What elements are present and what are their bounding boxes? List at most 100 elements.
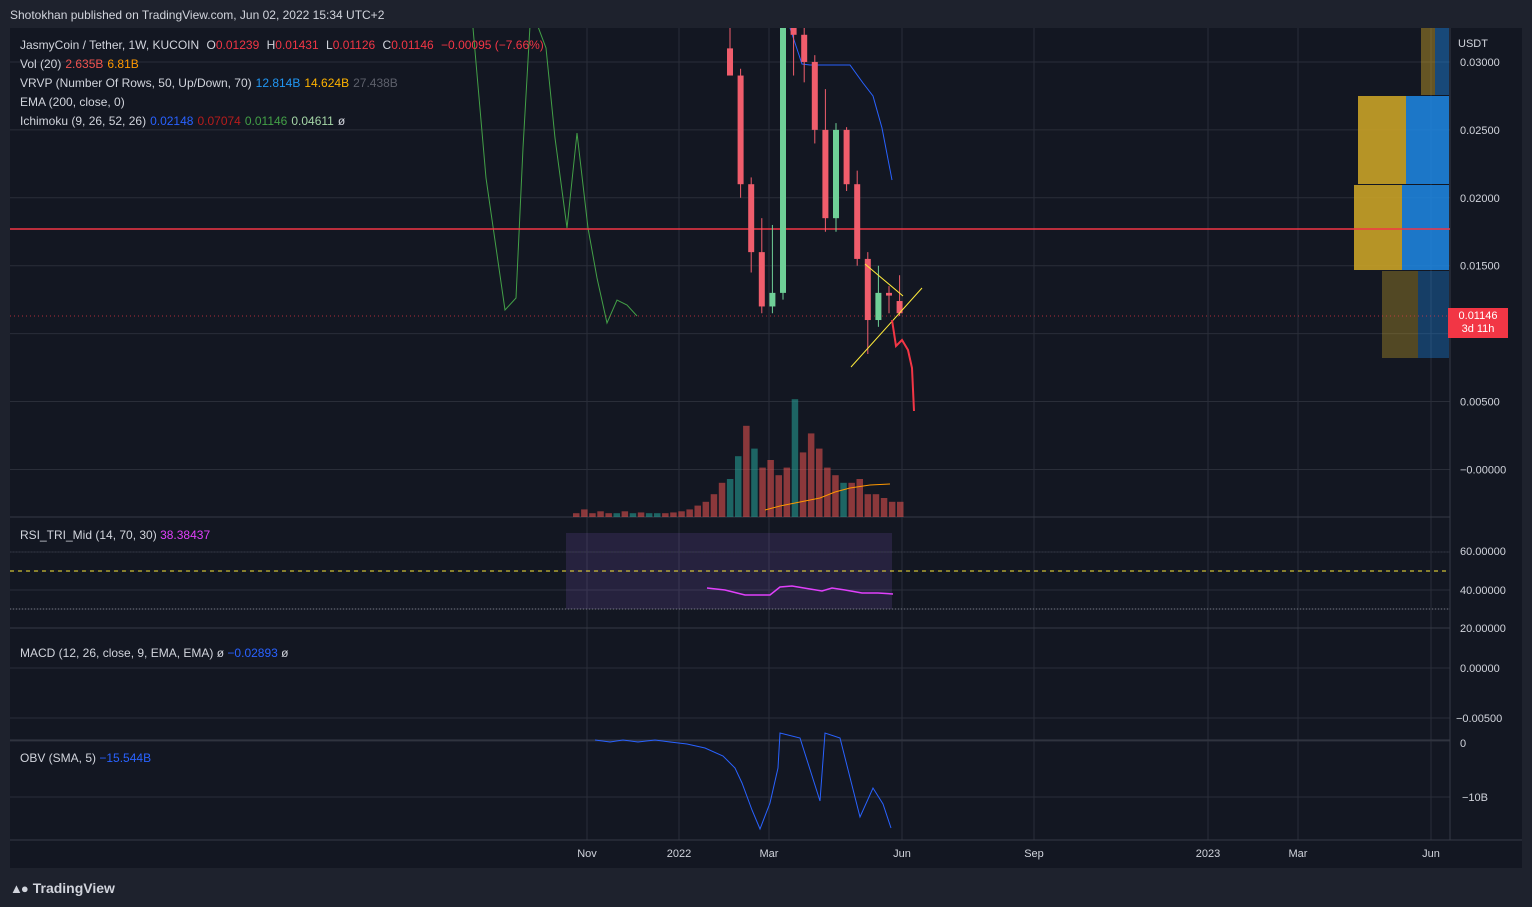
volume-bars bbox=[573, 399, 904, 517]
volume-bar bbox=[718, 482, 726, 517]
volume-bar bbox=[848, 482, 855, 517]
time-tick-label: Sep bbox=[1024, 848, 1044, 860]
volume-bar bbox=[856, 479, 863, 517]
price-tick-label: 0.00500 bbox=[1460, 397, 1500, 409]
volume-bar bbox=[710, 494, 718, 517]
candle bbox=[864, 252, 871, 354]
obv-legend: OBV (SMA, 5) −15.544B bbox=[20, 751, 152, 765]
ichimoku-line bbox=[789, 28, 893, 181]
volume-bar bbox=[775, 475, 782, 517]
volume-bar bbox=[637, 512, 645, 517]
obv-axis: 0 −10B bbox=[1460, 738, 1488, 804]
volume-bar bbox=[581, 509, 588, 517]
volume-bar bbox=[824, 467, 831, 517]
volume-bar bbox=[694, 505, 701, 517]
candle bbox=[748, 177, 755, 273]
svg-text:0.00000: 0.00000 bbox=[1460, 663, 1500, 675]
candle bbox=[822, 89, 829, 232]
price-tick-label: −0.00000 bbox=[1460, 464, 1506, 476]
volume-profile bbox=[1354, 28, 1449, 358]
volume-bar bbox=[629, 513, 637, 517]
candle bbox=[727, 28, 733, 76]
volume-bar bbox=[621, 511, 629, 517]
axis-unit: USDT bbox=[1458, 38, 1488, 50]
volume-bar bbox=[613, 513, 620, 517]
svg-text:0: 0 bbox=[1460, 738, 1466, 750]
candle bbox=[758, 218, 765, 314]
svg-text:40.00000: 40.00000 bbox=[1460, 585, 1506, 597]
candle bbox=[843, 127, 850, 191]
projection-path bbox=[891, 319, 915, 412]
time-tick-label: Mar bbox=[1289, 848, 1308, 860]
volume-bar bbox=[799, 452, 807, 517]
volume-bar bbox=[605, 513, 612, 517]
candle bbox=[801, 28, 808, 83]
candle bbox=[833, 123, 839, 232]
svg-text:60.00000: 60.00000 bbox=[1460, 546, 1506, 558]
rsi-line bbox=[706, 585, 894, 596]
candle bbox=[896, 275, 903, 316]
volume-ma bbox=[764, 483, 891, 511]
volume-bar bbox=[872, 494, 880, 517]
volume-bar bbox=[589, 513, 596, 517]
volume-bar bbox=[864, 494, 872, 517]
volume-bar bbox=[654, 513, 661, 517]
price-tick-label: 0.02500 bbox=[1460, 125, 1500, 137]
volume-bar bbox=[573, 513, 580, 517]
volume-bar bbox=[888, 501, 896, 517]
candle bbox=[886, 286, 892, 314]
volume-bar bbox=[678, 511, 685, 517]
current-price-tag: 0.01146 3d 11h bbox=[1448, 308, 1508, 338]
time-tick-label: Nov bbox=[577, 848, 597, 860]
volume-bar bbox=[751, 448, 758, 517]
main-legend: JasmyCoin / Tether, 1W, KUCOIN O0.01239 … bbox=[20, 38, 544, 128]
volume-bar bbox=[743, 425, 750, 517]
volume-bar bbox=[816, 448, 823, 517]
time-tick-label: Jun bbox=[893, 848, 911, 860]
candle bbox=[737, 68, 744, 198]
symbol-label[interactable]: JasmyCoin / Tether, 1W, KUCOIN bbox=[20, 38, 200, 52]
volume-bar bbox=[897, 501, 904, 517]
price-tick-label: 0.01500 bbox=[1460, 261, 1500, 273]
volume-bar bbox=[840, 482, 847, 517]
candle bbox=[854, 170, 861, 266]
volume-bar bbox=[735, 456, 742, 517]
volume-bar bbox=[686, 509, 693, 517]
time-tick-label: Jun bbox=[1422, 848, 1440, 860]
pane-separators bbox=[10, 28, 1522, 841]
publisher-line: Shotokhan published on TradingView.com, … bbox=[10, 8, 385, 22]
vrvp-label: VRVP (Number Of Rows, 50, Up/Down, 70) bbox=[20, 76, 252, 90]
volume-bar bbox=[767, 460, 774, 517]
volume-bar bbox=[662, 513, 669, 517]
volume-bar bbox=[807, 433, 815, 517]
volume-bar bbox=[702, 501, 710, 517]
ema-label: EMA (200, close, 0) bbox=[20, 95, 125, 109]
tradingview-icon: ▲● bbox=[10, 880, 29, 896]
time-tick-label: 2023 bbox=[1196, 848, 1220, 860]
time-tick-label: Mar bbox=[760, 848, 779, 860]
svg-text:20.00000: 20.00000 bbox=[1460, 623, 1506, 635]
volume-bar bbox=[726, 479, 734, 517]
price-axis[interactable]: 0.030000.025000.020000.015000.010000.005… bbox=[1460, 57, 1506, 477]
vol-label: Vol (20) bbox=[20, 57, 62, 71]
chart-frame[interactable]: 0.030000.025000.020000.015000.010000.005… bbox=[10, 28, 1522, 868]
ema-line bbox=[472, 28, 638, 325]
volume-bar bbox=[645, 513, 653, 517]
volume-bar bbox=[597, 511, 604, 517]
time-axis[interactable]: Nov 2022 Mar Jun Sep 2023 Mar Jun bbox=[577, 848, 1440, 860]
tradingview-logo[interactable]: ▲● TradingView bbox=[10, 880, 115, 896]
candle bbox=[769, 224, 776, 314]
volume-bar bbox=[832, 475, 839, 517]
macd-legend: MACD (12, 26, close, 9, EMA, EMA) ø −0.0… bbox=[20, 646, 289, 660]
svg-text:−0.00500: −0.00500 bbox=[1456, 713, 1502, 725]
price-tick-label: 0.03000 bbox=[1460, 57, 1500, 69]
rsi-axis: 60.00000 40.00000 20.00000 bbox=[1460, 546, 1506, 635]
grid bbox=[10, 28, 1450, 840]
rsi-legend: RSI_TRI_Mid (14, 70, 30) 38.38437 bbox=[20, 528, 211, 542]
chart-svg[interactable]: 0.030000.025000.020000.015000.010000.005… bbox=[10, 28, 1522, 868]
macd-axis: 0.00000 −0.00500 bbox=[1456, 663, 1502, 725]
candle bbox=[780, 28, 786, 300]
ichimoku-label: Ichimoku (9, 26, 52, 26) bbox=[20, 114, 147, 128]
volume-bar bbox=[791, 399, 799, 517]
candle bbox=[811, 55, 818, 144]
